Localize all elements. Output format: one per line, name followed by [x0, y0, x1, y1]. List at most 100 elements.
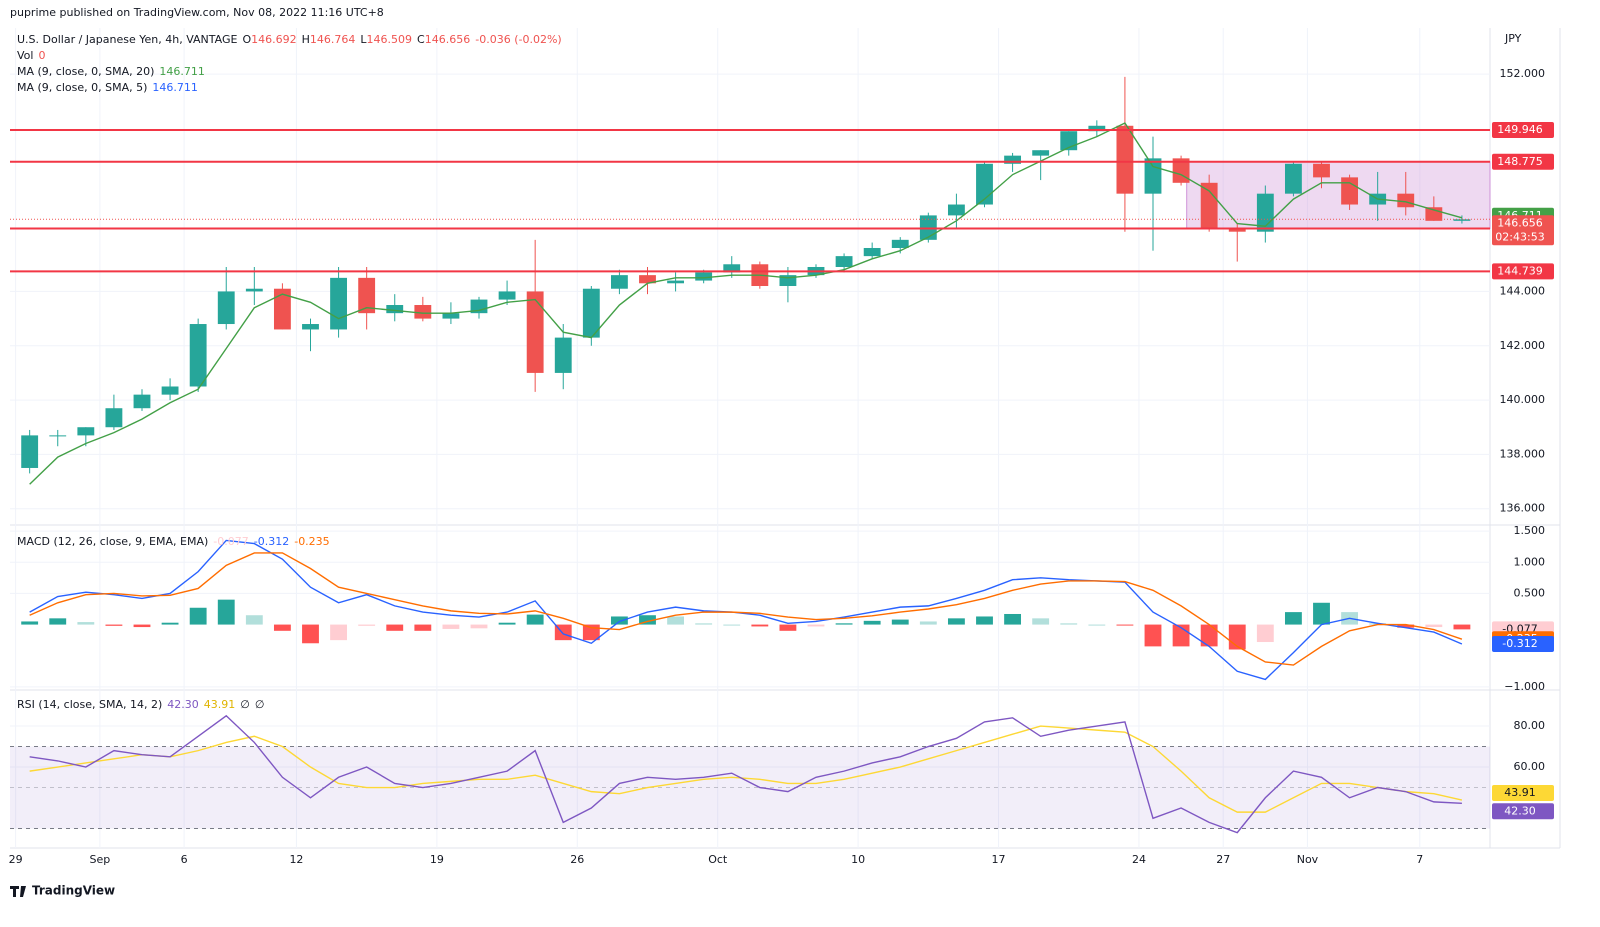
histogram-bar	[161, 622, 179, 625]
price-tag-bg	[1492, 215, 1554, 246]
candle-body	[1313, 163, 1330, 178]
histogram-bar	[695, 623, 713, 625]
rsi-ma-tag: 43.91	[1504, 786, 1536, 799]
histogram-bar	[470, 624, 488, 629]
histogram-bar	[919, 621, 937, 625]
currency: JPY	[1504, 32, 1522, 45]
level-tag: 149.946	[1497, 123, 1543, 136]
hist-value: -0.077	[213, 535, 249, 548]
ma-value: 146.711	[152, 81, 198, 94]
rsi-tag: 42.30	[1504, 804, 1536, 817]
candle-body	[302, 324, 319, 330]
level-tag: 144.739	[1497, 264, 1543, 277]
candle-body	[891, 239, 909, 248]
histogram-bar	[779, 624, 797, 631]
ohlc-value: 146.656	[424, 33, 471, 46]
candle-body	[1341, 177, 1359, 205]
candle-body	[723, 264, 741, 273]
histogram-bar	[245, 615, 263, 625]
x-tick-label: Nov	[1297, 853, 1319, 866]
series-line	[29, 714, 1462, 834]
histogram-bar	[723, 624, 741, 626]
x-tick-label: Sep	[89, 853, 110, 866]
histogram-bar	[526, 614, 544, 625]
candle-body	[49, 435, 67, 437]
histogram-bar	[1453, 624, 1471, 630]
level-tag-bg	[1492, 153, 1554, 170]
level-tag-bg	[1492, 121, 1554, 138]
candle-body	[1088, 125, 1106, 132]
y-tick-label: 144.000	[1500, 284, 1546, 297]
x-tick-label: 24	[1132, 853, 1146, 866]
candle-body	[386, 305, 404, 314]
candle-body	[189, 324, 207, 387]
histogram-bar	[1397, 624, 1415, 628]
candle-body	[1004, 155, 1022, 164]
legend: MACD (12, 26, close, 9, EMA, EMA) -0.077-…	[17, 535, 335, 548]
extra: ∅	[240, 698, 250, 711]
x-tick-label: 10	[851, 853, 865, 866]
candle-body	[639, 275, 656, 284]
rsi-value: 42.30	[167, 698, 199, 711]
ohlc-key: C	[417, 33, 425, 46]
candle-body	[1200, 182, 1218, 229]
y-tick-label: 140.000	[1500, 393, 1546, 406]
candle-body	[273, 288, 291, 330]
publisher: puprime published on TradingView.com, No…	[10, 6, 384, 19]
histogram-bar	[1060, 623, 1078, 625]
histogram-bar	[891, 619, 909, 625]
histogram-bar	[498, 622, 516, 625]
candle-body	[1144, 158, 1162, 194]
candle-body	[976, 163, 993, 205]
histogram-bar	[1004, 613, 1022, 625]
x-tick-label: 12	[289, 853, 303, 866]
volume-name: Vol	[17, 49, 34, 62]
candle-body	[217, 291, 235, 325]
histogram-bar	[639, 615, 656, 625]
histogram-bar	[273, 624, 291, 631]
histogram-bar	[1032, 618, 1050, 625]
ohlc-value: 146.692	[251, 33, 297, 46]
ohlc-value: 146.764	[309, 33, 356, 46]
level-tag-bg	[1492, 263, 1554, 280]
histogram-bar	[77, 622, 95, 625]
candle-body	[245, 288, 263, 292]
ohlc-key: L	[360, 33, 367, 46]
rsi-ma-value: 43.91	[203, 698, 236, 711]
y-tick-label: 152.000	[1500, 67, 1546, 80]
histogram-bar	[1313, 602, 1330, 625]
histogram-bar	[1284, 612, 1302, 625]
macd-tag-bg	[1492, 636, 1554, 653]
countdown: 02:43:53	[1495, 230, 1544, 243]
candle-body	[1116, 125, 1134, 194]
histogram-bar	[21, 621, 39, 625]
histogram-bar	[751, 624, 769, 627]
candle-body	[1032, 150, 1050, 156]
histogram-bar	[189, 607, 207, 625]
histogram-bar	[302, 624, 319, 644]
histogram-bar	[1116, 624, 1134, 626]
series-line	[29, 552, 1463, 666]
candle-body	[526, 291, 544, 373]
price-tag: 146.656	[1497, 216, 1543, 229]
histogram-bar	[442, 624, 460, 629]
histogram-bar	[1200, 624, 1218, 647]
histogram-bar	[835, 623, 853, 625]
rsi-tag-bg	[1492, 803, 1554, 820]
histogram-bar	[976, 616, 993, 625]
x-tick-label: 6	[181, 853, 188, 866]
x-tick-label: 17	[992, 853, 1006, 866]
y-tick-label: 1.500	[1514, 524, 1546, 537]
x-tick-label: 7	[1416, 853, 1423, 866]
histogram-bar	[330, 624, 348, 641]
candle-body	[21, 435, 39, 468]
ohlc-key: O	[242, 33, 252, 46]
y-tick-label: 0.500	[1514, 586, 1546, 599]
histogram-bar	[1256, 624, 1274, 643]
macd-value: -0.312	[253, 535, 290, 548]
candle-body	[947, 204, 965, 216]
y-tick-label: 142.000	[1500, 339, 1546, 352]
legend: MA (9, close, 0, SMA, 20) 146.711	[17, 65, 210, 78]
histogram-bar	[1425, 624, 1443, 628]
